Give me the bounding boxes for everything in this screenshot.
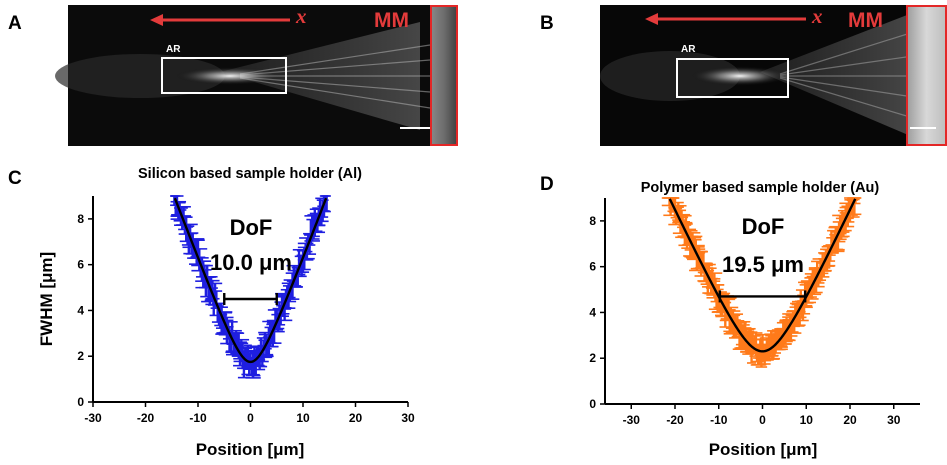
dof-label-c: DoF	[230, 215, 273, 240]
x-tick-label: 0	[247, 411, 254, 425]
dof-bar-c	[223, 293, 278, 305]
axis-label-x-a: x	[295, 4, 307, 28]
chart-title-d: Polymer based sample holder (Au)	[641, 180, 880, 196]
x-tick-label: 20	[843, 413, 857, 427]
chart-title-c: Silicon based sample holder (Al)	[138, 166, 362, 182]
x-tick-label: -20	[666, 413, 684, 427]
y-tick-label: 8	[77, 212, 84, 226]
dof-value-c: 10.0 μm	[210, 250, 292, 275]
plot-area-d	[661, 197, 862, 368]
panel-letter-c: C	[8, 168, 22, 189]
x-tick-label: -20	[137, 411, 155, 425]
y-tick-label: 2	[77, 349, 84, 363]
x-tick-label: 30	[887, 413, 901, 427]
dof-bar-d	[718, 290, 807, 303]
ar-box-b	[676, 58, 789, 98]
mm-label-b: MM	[848, 9, 883, 32]
microscope-image-b: AR x MM	[600, 4, 947, 146]
dof-value-d: 19.5 μm	[722, 252, 804, 277]
y-tick-label: 0	[589, 397, 596, 411]
x-tick-label: -30	[84, 411, 102, 425]
y-tick-label: 2	[589, 351, 596, 365]
panel-letter-d: D	[540, 174, 554, 195]
y-tick-label: 4	[589, 305, 596, 319]
y-tick-label: 8	[589, 214, 596, 228]
x-tick-label: -10	[710, 413, 728, 427]
y-tick-label: 6	[77, 258, 84, 272]
panel-letter-b: B	[540, 13, 554, 34]
fit-line	[173, 197, 328, 364]
y-axis-label-c: FWHM [μm]	[37, 252, 56, 346]
microscope-image-a: AR x MM	[55, 4, 458, 146]
x-tick-label: 20	[349, 411, 363, 425]
x-tick-label: 0	[759, 413, 766, 427]
dof-label-d: DoF	[742, 214, 785, 239]
chart-d: Polymer based sample holder (Au) -30 -20-…	[589, 180, 920, 459]
y-tick-label: 4	[77, 303, 84, 317]
ar-label-b: AR	[681, 44, 696, 55]
ar-label-a: AR	[166, 44, 181, 55]
ar-box-a	[161, 57, 287, 94]
ticks-c: -30 -20 -10 0 10 20 30 0 2 4 6 8	[77, 212, 415, 425]
chart-c: Silicon based sample holder (Al) -30 -20-…	[37, 166, 415, 459]
arrow-head-a	[150, 14, 163, 26]
x-axis-label-c: Position [μm]	[196, 440, 305, 459]
mm-label-a: MM	[374, 9, 409, 32]
panel-letter-a: A	[8, 13, 22, 34]
x-tick-label: -10	[189, 411, 207, 425]
x-tick-label: 10	[800, 413, 814, 427]
x-tick-label: 10	[296, 411, 310, 425]
y-tick-label: 6	[589, 260, 596, 274]
x-axis-label-d: Position [μm]	[709, 440, 818, 459]
arrow-head-b	[645, 13, 658, 25]
axis-label-x-b: x	[811, 4, 823, 28]
y-tick-label: 0	[77, 395, 84, 409]
x-tick-label: 30	[401, 411, 415, 425]
x-tick-label: -30	[623, 413, 641, 427]
fit-line	[668, 198, 857, 353]
plot-area-c	[170, 195, 331, 379]
ticks-d: -30 -20 -10 0 10 20 30 0 2 4 6 8	[589, 214, 900, 427]
